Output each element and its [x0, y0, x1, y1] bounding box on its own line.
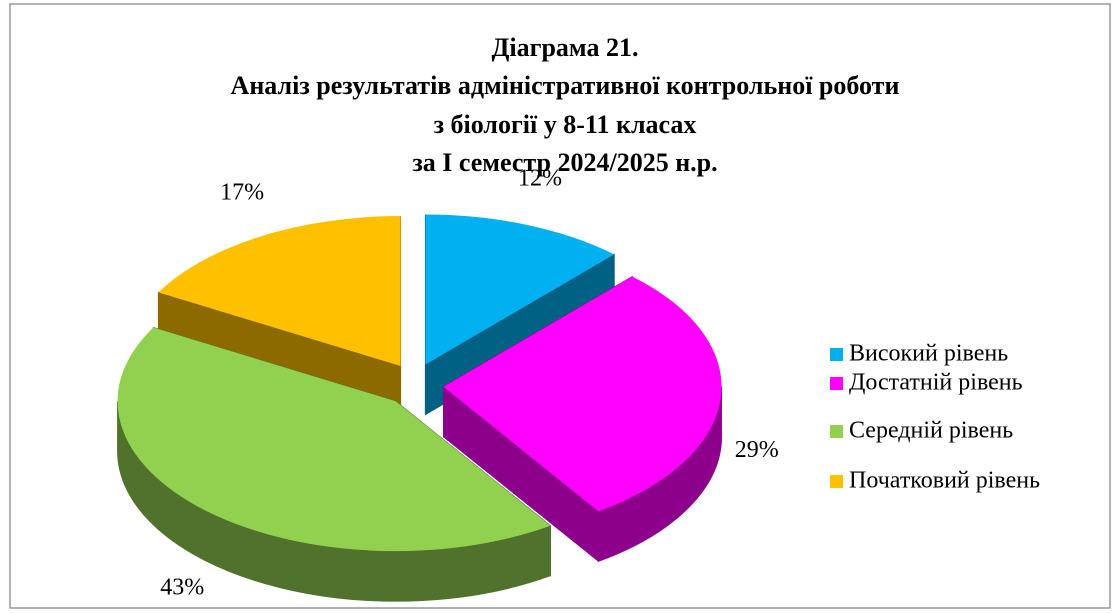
data-label: 17%: [220, 180, 264, 206]
legend-swatch: [830, 425, 843, 438]
data-label: 43%: [160, 574, 204, 600]
legend-label: Початковий рівень: [849, 468, 1040, 494]
legend-swatch: [830, 475, 843, 488]
chart-title: Аналіз результатів адміністративної конт…: [231, 71, 900, 100]
slice: [443, 276, 722, 512]
legend-label: Високий рівень: [849, 341, 1008, 367]
chart-title: за І семестр 2024/2025 н.р.: [412, 148, 717, 177]
chart-title: Діаграма 21.: [492, 33, 639, 62]
legend-swatch: [830, 348, 843, 361]
slice: [117, 327, 551, 552]
slice: [158, 216, 401, 367]
slice: [425, 214, 615, 365]
chart-title: з біології у 8-11 класах: [434, 110, 697, 139]
legend-label: Достатній рівень: [849, 370, 1023, 396]
legend-label: Середній рівень: [849, 418, 1013, 444]
data-label: 12%: [518, 165, 562, 191]
data-label: 29%: [735, 437, 779, 463]
legend-swatch: [830, 377, 843, 390]
